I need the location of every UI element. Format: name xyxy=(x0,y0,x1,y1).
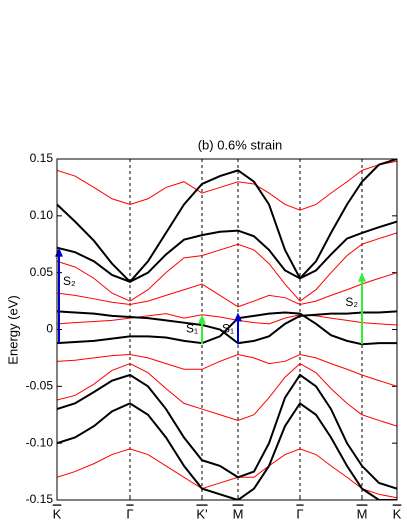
band-line xyxy=(57,220,397,283)
band-line xyxy=(57,159,397,284)
band-line xyxy=(57,448,397,499)
band-line xyxy=(57,353,397,387)
y-axis-label: Energy (eV) xyxy=(5,295,20,364)
transition-label: S₂ xyxy=(345,295,358,309)
chart-title: (b) 0.6% strain xyxy=(198,137,283,152)
band-line xyxy=(57,160,397,211)
x-tick-label: K' xyxy=(196,506,207,521)
arrow-head xyxy=(358,272,366,282)
transition-label: S₁ xyxy=(186,322,198,336)
x-tick-label: M xyxy=(357,506,368,521)
arrow-head xyxy=(234,312,242,322)
band-line xyxy=(57,373,397,490)
x-tick-label: M xyxy=(233,506,244,521)
y-tick-label: -0.05 xyxy=(26,379,54,393)
band-line xyxy=(57,401,397,500)
band-line xyxy=(57,272,397,308)
y-tick-label: -0.10 xyxy=(26,435,54,449)
y-tick-label: 0 xyxy=(46,322,53,336)
band-line xyxy=(57,232,397,302)
y-tick-label: 0.15 xyxy=(30,151,54,165)
band-line xyxy=(57,362,397,427)
y-tick-label: 0.05 xyxy=(30,265,54,279)
arrow-head xyxy=(198,314,206,324)
transition-label: S₂ xyxy=(63,274,76,288)
x-tick-label: K xyxy=(393,506,402,521)
y-tick-label: -0.15 xyxy=(26,492,54,506)
y-tick-label: 0.10 xyxy=(30,208,54,222)
x-tick-label: Γ xyxy=(296,506,303,521)
x-tick-label: K xyxy=(53,506,62,521)
x-tick-label: Γ xyxy=(126,506,133,521)
plot-frame xyxy=(56,158,398,501)
transition-label: S₁ xyxy=(222,322,234,336)
